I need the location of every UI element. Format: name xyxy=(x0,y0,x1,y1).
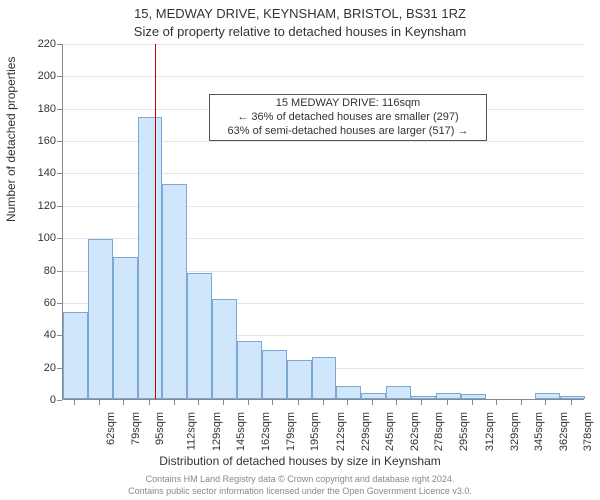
x-tick xyxy=(123,400,124,405)
y-tick-label: 20 xyxy=(16,362,56,374)
y-tick-label: 100 xyxy=(16,232,56,244)
callout-box: 15 MEDWAY DRIVE: 116sqm ← 36% of detache… xyxy=(209,94,487,141)
x-tick-label: 312sqm xyxy=(484,412,496,451)
x-tick xyxy=(396,400,397,405)
marker-line xyxy=(155,44,156,399)
histogram-bar xyxy=(361,393,386,399)
x-tick xyxy=(248,400,249,405)
histogram-bar xyxy=(336,386,361,399)
histogram-bar xyxy=(411,396,436,399)
y-tick xyxy=(57,238,62,239)
x-tick xyxy=(545,400,546,405)
x-tick xyxy=(421,400,422,405)
y-tick-label: 120 xyxy=(16,200,56,212)
x-tick-label: 79sqm xyxy=(130,412,142,445)
plot-area: 15 MEDWAY DRIVE: 116sqm ← 36% of detache… xyxy=(62,44,584,400)
histogram-bar xyxy=(162,184,187,399)
x-tick-label: 295sqm xyxy=(459,412,471,451)
histogram-bar xyxy=(113,257,138,399)
y-tick-label: 80 xyxy=(16,265,56,277)
y-tick-label: 180 xyxy=(16,103,56,115)
histogram-bar xyxy=(461,394,486,399)
y-tick xyxy=(57,109,62,110)
x-tick xyxy=(521,400,522,405)
y-tick-label: 40 xyxy=(16,329,56,341)
x-tick-label: 245sqm xyxy=(384,412,396,451)
x-tick xyxy=(298,400,299,405)
histogram-bar xyxy=(436,393,461,399)
histogram-bar xyxy=(312,357,337,399)
y-tick xyxy=(57,173,62,174)
y-tick-label: 140 xyxy=(16,167,56,179)
y-tick-label: 60 xyxy=(16,297,56,309)
x-tick-label: 229sqm xyxy=(360,412,372,451)
x-tick-label: 262sqm xyxy=(409,412,421,451)
callout-line1: 15 MEDWAY DRIVE: 116sqm xyxy=(216,97,480,111)
x-tick-label: 345sqm xyxy=(533,412,545,451)
x-tick-label: 329sqm xyxy=(509,412,521,451)
x-tick xyxy=(496,400,497,405)
callout-line2: ← 36% of detached houses are smaller (29… xyxy=(216,111,480,125)
chart-title-line2: Size of property relative to detached ho… xyxy=(0,24,600,39)
y-tick xyxy=(57,368,62,369)
callout-line3: 63% of semi-detached houses are larger (… xyxy=(216,125,480,139)
histogram-bar xyxy=(237,341,262,399)
y-tick xyxy=(57,271,62,272)
footer-line1: Contains HM Land Registry data © Crown c… xyxy=(0,474,600,484)
grid-line xyxy=(63,44,584,45)
footer-line2: Contains public sector information licen… xyxy=(0,486,600,496)
x-tick-label: 162sqm xyxy=(260,412,272,451)
y-tick xyxy=(57,141,62,142)
x-axis-label: Distribution of detached houses by size … xyxy=(0,454,600,468)
histogram-bar xyxy=(138,117,163,399)
y-tick-label: 200 xyxy=(16,70,56,82)
histogram-bar xyxy=(187,273,212,399)
x-tick xyxy=(149,400,150,405)
x-tick xyxy=(372,400,373,405)
y-tick xyxy=(57,44,62,45)
x-tick xyxy=(99,400,100,405)
histogram-bar xyxy=(535,393,560,399)
x-tick xyxy=(447,400,448,405)
histogram-bar xyxy=(386,386,411,399)
x-tick xyxy=(74,400,75,405)
x-tick xyxy=(223,400,224,405)
y-tick xyxy=(57,400,62,401)
histogram-bar xyxy=(63,312,88,399)
grid-line xyxy=(63,76,584,77)
y-tick xyxy=(57,206,62,207)
x-tick-label: 62sqm xyxy=(105,412,117,445)
y-tick xyxy=(57,335,62,336)
x-tick-label: 179sqm xyxy=(286,412,298,451)
y-tick-label: 220 xyxy=(16,38,56,50)
chart-title-line1: 15, MEDWAY DRIVE, KEYNSHAM, BRISTOL, BS3… xyxy=(0,6,600,21)
x-tick xyxy=(472,400,473,405)
x-tick-label: 112sqm xyxy=(185,412,197,450)
x-tick xyxy=(347,400,348,405)
x-tick-label: 95sqm xyxy=(154,412,166,445)
x-tick-label: 129sqm xyxy=(211,412,223,451)
x-tick-label: 378sqm xyxy=(582,412,594,451)
x-tick xyxy=(174,400,175,405)
x-tick xyxy=(323,400,324,405)
histogram-bar xyxy=(287,360,312,399)
x-tick-label: 278sqm xyxy=(433,412,445,451)
histogram-bar xyxy=(560,396,585,399)
y-tick xyxy=(57,303,62,304)
x-tick xyxy=(571,400,572,405)
x-tick xyxy=(198,400,199,405)
histogram-bar xyxy=(88,239,113,399)
x-tick-label: 362sqm xyxy=(559,412,571,451)
x-tick-label: 145sqm xyxy=(235,412,247,451)
y-tick xyxy=(57,76,62,77)
histogram-bar xyxy=(212,299,237,399)
y-tick-label: 0 xyxy=(16,394,56,406)
histogram-bar xyxy=(262,350,287,399)
chart-container: 15, MEDWAY DRIVE, KEYNSHAM, BRISTOL, BS3… xyxy=(0,0,600,500)
x-tick xyxy=(272,400,273,405)
y-tick-label: 160 xyxy=(16,135,56,147)
x-tick-label: 212sqm xyxy=(335,412,347,451)
x-tick-label: 195sqm xyxy=(309,412,321,451)
